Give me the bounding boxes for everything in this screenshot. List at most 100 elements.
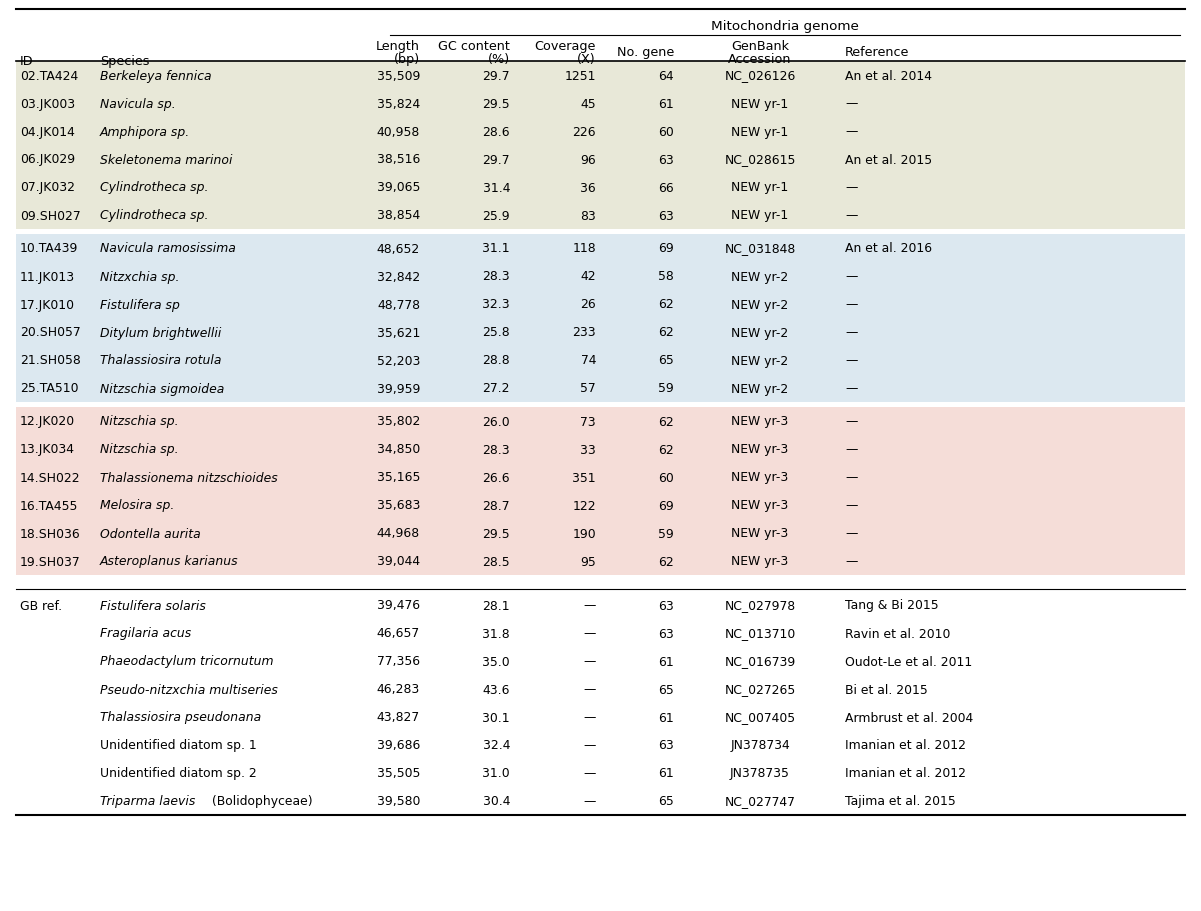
Text: 31.8: 31.8 xyxy=(483,627,510,640)
Text: Mitochondria genome: Mitochondria genome xyxy=(711,19,859,33)
Text: JN378734: JN378734 xyxy=(730,739,790,752)
Text: 16.TA455: 16.TA455 xyxy=(20,499,78,512)
Bar xyxy=(16,174,1185,201)
Text: Imanian et al. 2012: Imanian et al. 2012 xyxy=(846,739,966,752)
Text: 25.TA510: 25.TA510 xyxy=(20,382,78,395)
Text: Ravin et al. 2010: Ravin et al. 2010 xyxy=(846,627,950,640)
Text: NEW yr-1: NEW yr-1 xyxy=(731,97,789,110)
Text: 233: 233 xyxy=(573,326,596,339)
Text: —: — xyxy=(846,181,858,194)
Text: 26: 26 xyxy=(580,298,596,312)
Text: Phaeodactylum tricornutum: Phaeodactylum tricornutum xyxy=(100,655,274,668)
Text: 65: 65 xyxy=(658,794,674,808)
Bar xyxy=(16,403,1185,407)
Bar xyxy=(16,519,1185,548)
Text: An et al. 2016: An et al. 2016 xyxy=(846,242,932,255)
Bar xyxy=(16,118,1185,146)
Text: Nitzxchia sp.: Nitzxchia sp. xyxy=(100,271,179,283)
Text: 12.JK020: 12.JK020 xyxy=(20,415,76,428)
Text: 96: 96 xyxy=(580,153,596,167)
Text: Asteroplanus karianus: Asteroplanus karianus xyxy=(100,555,239,568)
Text: —: — xyxy=(846,415,858,428)
Text: 43,827: 43,827 xyxy=(377,711,420,723)
Text: 02.TA424: 02.TA424 xyxy=(20,69,78,82)
Text: 62: 62 xyxy=(658,326,674,339)
Text: NC_016739: NC_016739 xyxy=(724,655,795,668)
Text: 29.5: 29.5 xyxy=(483,97,510,110)
Text: 69: 69 xyxy=(658,242,674,255)
Bar xyxy=(16,759,1185,787)
Text: NC_027747: NC_027747 xyxy=(724,794,795,808)
Text: 39,476: 39,476 xyxy=(377,599,420,612)
Text: JN378735: JN378735 xyxy=(730,767,790,780)
Text: 35,509: 35,509 xyxy=(377,69,420,82)
Text: Melosira sp.: Melosira sp. xyxy=(100,499,174,512)
Text: Bi et al. 2015: Bi et al. 2015 xyxy=(846,682,927,696)
Text: 35,505: 35,505 xyxy=(377,767,420,780)
Text: 27.2: 27.2 xyxy=(483,382,510,395)
Bar xyxy=(16,62,1185,90)
Text: 65: 65 xyxy=(658,354,674,367)
Bar xyxy=(16,230,1185,235)
Bar xyxy=(16,435,1185,464)
Text: 14.SH022: 14.SH022 xyxy=(20,471,80,484)
Text: 39,044: 39,044 xyxy=(377,555,420,568)
Text: Triparma laevis: Triparma laevis xyxy=(100,794,196,808)
Text: 39,065: 39,065 xyxy=(377,181,420,194)
Text: 62: 62 xyxy=(658,298,674,312)
Text: —: — xyxy=(584,794,596,808)
Text: 29.7: 29.7 xyxy=(483,153,510,167)
Text: 65: 65 xyxy=(658,682,674,696)
Text: —: — xyxy=(846,298,858,312)
Text: 351: 351 xyxy=(573,471,596,484)
Text: 35,165: 35,165 xyxy=(377,471,420,484)
Text: Oudot-Le et al. 2011: Oudot-Le et al. 2011 xyxy=(846,655,973,668)
Text: Fistulifera sp: Fistulifera sp xyxy=(100,298,180,312)
Text: Tajima et al. 2015: Tajima et al. 2015 xyxy=(846,794,956,808)
Text: NEW yr-1: NEW yr-1 xyxy=(731,181,789,194)
Text: 31.1: 31.1 xyxy=(483,242,510,255)
Text: —: — xyxy=(846,443,858,456)
Text: 52,203: 52,203 xyxy=(377,354,420,367)
Text: Coverage: Coverage xyxy=(534,40,596,53)
Text: (Bolidophyceae): (Bolidophyceae) xyxy=(208,794,312,808)
Text: NC_028615: NC_028615 xyxy=(724,153,796,167)
Text: 36: 36 xyxy=(580,181,596,194)
Text: (X): (X) xyxy=(578,53,596,66)
Text: —: — xyxy=(584,739,596,752)
Text: —: — xyxy=(584,767,596,780)
Bar xyxy=(16,619,1185,648)
Text: 38,854: 38,854 xyxy=(377,210,420,222)
Text: No. gene: No. gene xyxy=(617,46,674,59)
Text: 11.JK013: 11.JK013 xyxy=(20,271,76,283)
Text: 28.6: 28.6 xyxy=(483,126,510,138)
Text: —: — xyxy=(846,527,858,540)
Text: 28.3: 28.3 xyxy=(483,271,510,283)
Text: Ditylum brightwellii: Ditylum brightwellii xyxy=(100,326,221,339)
Text: An et al. 2014: An et al. 2014 xyxy=(846,69,932,82)
Text: 35,824: 35,824 xyxy=(377,97,420,110)
Bar xyxy=(16,675,1185,703)
Text: 60: 60 xyxy=(658,471,674,484)
Bar xyxy=(16,548,1185,576)
Text: 66: 66 xyxy=(658,181,674,194)
Text: 21.SH058: 21.SH058 xyxy=(20,354,80,367)
Text: Reference: Reference xyxy=(846,46,909,59)
Text: 57: 57 xyxy=(580,382,596,395)
Text: —: — xyxy=(584,655,596,668)
Text: 38,516: 38,516 xyxy=(377,153,420,167)
Text: 83: 83 xyxy=(580,210,596,222)
Text: 95: 95 xyxy=(580,555,596,568)
Text: 61: 61 xyxy=(658,767,674,780)
Text: 59: 59 xyxy=(658,527,674,540)
Text: Navicula ramosissima: Navicula ramosissima xyxy=(100,242,235,255)
Text: 59: 59 xyxy=(658,382,674,395)
Text: NC_026126: NC_026126 xyxy=(724,69,796,82)
Text: 42: 42 xyxy=(580,271,596,283)
Text: 19.SH037: 19.SH037 xyxy=(20,555,80,568)
Text: Berkeleya fennica: Berkeleya fennica xyxy=(100,69,211,82)
Text: 28.8: 28.8 xyxy=(483,354,510,367)
Text: Fragilaria acus: Fragilaria acus xyxy=(100,627,191,640)
Text: 07.JK032: 07.JK032 xyxy=(20,181,74,194)
Text: 63: 63 xyxy=(658,739,674,752)
